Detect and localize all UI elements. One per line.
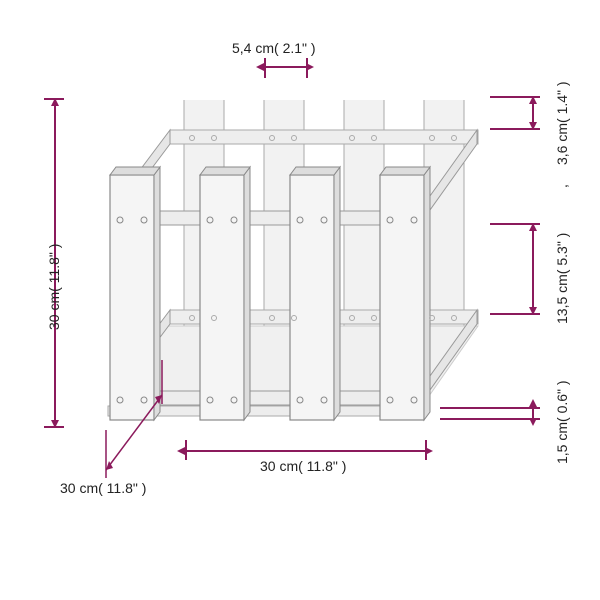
dim-comma-label: , (554, 184, 570, 188)
arrow-icon (529, 223, 537, 231)
dim-tick (440, 407, 540, 409)
arrow-icon (529, 418, 537, 426)
dim-top-label: 3,6 cm( 1.4" ) (554, 81, 570, 165)
arrow-icon (425, 447, 433, 455)
planter-drawing (100, 100, 480, 430)
dim-rail-line (532, 223, 534, 313)
arrow-icon (256, 63, 264, 71)
arrow-icon (51, 98, 59, 106)
arrow-icon (529, 96, 537, 104)
dim-slat-line (264, 66, 306, 68)
dim-depth-label: 30 cm( 11.8" ) (60, 480, 146, 496)
arrow-icon (177, 447, 185, 455)
arrow-icon (51, 420, 59, 428)
arrow-icon (529, 399, 537, 407)
planter-svg (100, 100, 480, 450)
dim-width-line (185, 450, 425, 452)
dim-base-label: 1,5 cm( 0.6" ) (554, 380, 570, 464)
arrow-icon (306, 63, 314, 71)
dim-tick (264, 58, 266, 78)
dim-height-label: 30 cm( 11.8" ) (46, 244, 62, 330)
arrow-icon (529, 122, 537, 130)
dim-width-label: 30 cm( 11.8" ) (260, 458, 346, 474)
arrow-icon (529, 307, 537, 315)
dim-tick (440, 418, 540, 420)
dim-base-line (532, 407, 534, 418)
dim-slat-label: 5,4 cm( 2.1" ) (232, 40, 316, 56)
dimension-diagram: 30 cm( 11.8" ) 5,4 cm( 2.1" ) 30 cm( 11.… (0, 0, 600, 600)
dim-rail-label: 13,5 cm( 5.3" ) (554, 233, 570, 324)
